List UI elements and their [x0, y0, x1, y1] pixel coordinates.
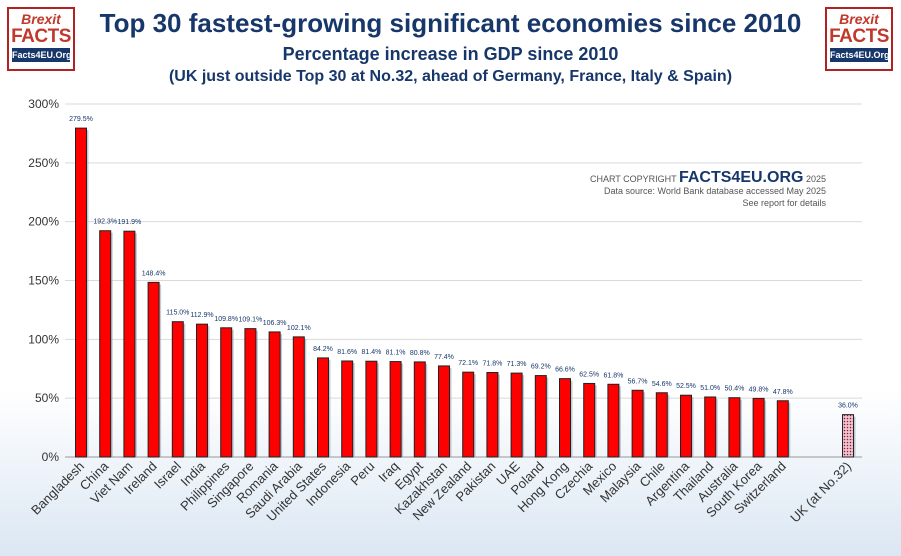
- bar: [462, 371, 475, 458]
- bar: [534, 375, 547, 458]
- data-label: 191.9%: [118, 219, 142, 226]
- bar: [365, 360, 378, 458]
- y-tick-label: 250%: [28, 156, 59, 170]
- data-label: 109.1%: [239, 317, 263, 324]
- data-label: 77.4%: [434, 354, 454, 361]
- y-tick-label: 50%: [35, 391, 59, 405]
- bar: [728, 397, 741, 458]
- data-label: 115.0%: [166, 310, 189, 317]
- data-label: 50.4%: [724, 386, 744, 393]
- bar: [631, 389, 644, 458]
- copyright-line: CHART COPYRIGHT FACTS4EU.ORG 2025: [589, 169, 826, 186]
- bar: [680, 394, 692, 458]
- data-label: 109.8%: [214, 316, 238, 323]
- bar: [317, 357, 329, 458]
- data-label: 112.9%: [190, 312, 213, 319]
- logo-mid-text: FACTS: [829, 26, 889, 47]
- copyright-prefix: CHART COPYRIGHT: [589, 174, 677, 184]
- bar: [752, 397, 765, 458]
- logo-top-text: Brexit: [21, 11, 61, 27]
- data-label: 81.1%: [386, 350, 406, 357]
- chart-note: (UK just outside Top 30 at No.32, ahead …: [168, 68, 733, 85]
- bar: [99, 230, 112, 458]
- data-label: 148.4%: [142, 270, 166, 277]
- bar-uk: [842, 414, 854, 458]
- data-label: 47.8%: [773, 389, 793, 396]
- data-label: 69.2%: [531, 364, 551, 371]
- logo-url-text: Facts4EU.Org: [12, 48, 72, 62]
- logo-url-text: Facts4EU.Org: [830, 48, 890, 62]
- data-label: 71.3%: [507, 361, 527, 368]
- brexit-facts-logo-right: Brexit FACTS Facts4EU.Org: [825, 7, 893, 71]
- data-label: 279.5%: [69, 116, 93, 123]
- category-label: Israel: [151, 458, 184, 491]
- bar: [776, 400, 789, 458]
- bar: [510, 372, 523, 458]
- bar: [559, 378, 571, 458]
- bar: [123, 230, 136, 458]
- bar: [486, 372, 499, 458]
- data-label: 81.4%: [361, 349, 381, 356]
- logo-top-text: Brexit: [839, 11, 879, 27]
- data-label: 84.2%: [313, 346, 333, 353]
- y-tick-label: 0%: [42, 450, 60, 464]
- data-label: 192.3%: [93, 219, 117, 226]
- y-tick-label: 200%: [28, 215, 59, 229]
- data-label: 106.3%: [263, 320, 287, 327]
- data-label: 71.8%: [482, 361, 502, 368]
- data-label: 80.8%: [410, 350, 430, 357]
- chart-title: Top 30 fastest-growing significant econo…: [99, 8, 802, 38]
- data-label: 54.6%: [652, 381, 672, 388]
- copyright-brand: FACTS4EU.ORG: [678, 169, 804, 186]
- bar: [244, 328, 257, 458]
- report-details-text: See report for details: [742, 198, 826, 208]
- bar: [341, 360, 354, 458]
- bar: [438, 365, 450, 458]
- bar: [655, 392, 668, 458]
- data-label: 56.7%: [628, 378, 648, 385]
- copyright-year: 2025: [805, 174, 826, 184]
- chart-subtitle: Percentage increase in GDP since 2010: [282, 44, 619, 64]
- category-label: UK (at No.32): [787, 459, 854, 526]
- y-tick-label: 150%: [28, 274, 59, 288]
- bar: [147, 281, 160, 458]
- data-label: 49.8%: [749, 386, 769, 393]
- bar: [413, 361, 426, 458]
- data-label: 102.1%: [287, 325, 311, 332]
- bar: [704, 396, 717, 458]
- bar: [292, 336, 305, 458]
- data-label: 81.6%: [337, 349, 357, 356]
- data-label: 61.8%: [603, 372, 623, 379]
- data-label: 51.0%: [700, 385, 720, 392]
- category-label: Peru: [347, 459, 377, 489]
- bar: [171, 321, 184, 458]
- bar: [389, 361, 402, 458]
- data-label: 72.1%: [458, 360, 478, 367]
- category-label: Bangladesh: [28, 459, 87, 518]
- y-tick-label: 300%: [28, 97, 59, 111]
- bar: [607, 383, 620, 458]
- bar: [268, 331, 281, 458]
- bar: [583, 382, 596, 458]
- data-label: 36.0%: [838, 403, 858, 410]
- bar: [220, 327, 233, 458]
- logo-mid-text: FACTS: [11, 26, 71, 47]
- brexit-facts-logo-left: Brexit FACTS Facts4EU.Org: [7, 7, 75, 71]
- data-label: 66.6%: [555, 367, 575, 374]
- data-label: 52.5%: [676, 383, 696, 390]
- bar: [75, 127, 87, 458]
- copyright-block: CHART COPYRIGHT FACTS4EU.ORG 2025 Data s…: [589, 169, 826, 209]
- data-source-text: Data source: World Bank database accesse…: [604, 186, 826, 196]
- bar: [196, 323, 208, 458]
- y-tick-label: 100%: [28, 332, 59, 346]
- data-label: 62.5%: [579, 371, 599, 378]
